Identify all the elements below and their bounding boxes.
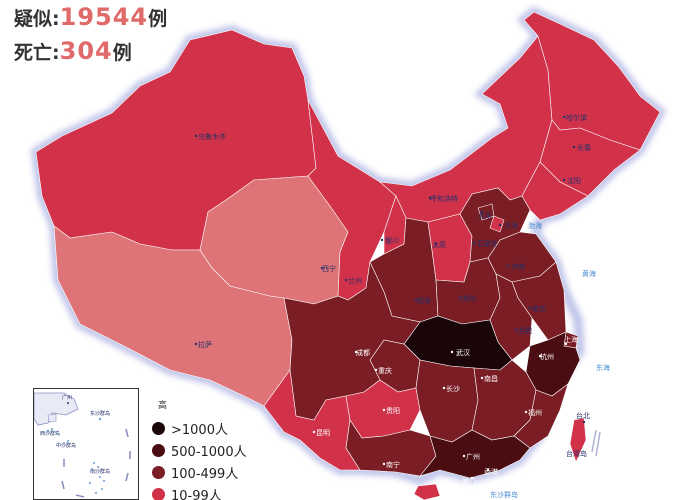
city-label-xining: 西宁	[322, 264, 336, 273]
region-guangdong[interactable]	[419, 429, 531, 479]
legend-swatch	[152, 443, 165, 457]
city-label-nanjing: 南京	[532, 304, 546, 313]
city-label-fuzhou: 福州	[528, 408, 542, 417]
inset-label-guangzhou: 广州	[62, 394, 72, 401]
legend-item-100-499[interactable]: 100-499人	[152, 461, 247, 483]
city-labels: 乌鲁木齐 哈尔滨 长春 沈阳 呼和浩特 北京 天津 石家庄 银川 太原 济南 西…	[194, 113, 591, 486]
inset-map: 广州 西沙群岛 东沙群岛 中沙群岛 南沙群岛	[34, 392, 131, 498]
legend-item-over-1000[interactable]: >1000人	[152, 417, 247, 439]
legend-label: >1000人	[171, 422, 228, 438]
inset-islands	[46, 417, 105, 494]
inset-coast	[34, 392, 79, 426]
city-label-kunming: 昆明	[316, 429, 330, 437]
sea-label-yellow-sea: 黄海	[582, 269, 596, 278]
death-stat: 死亡:304例	[14, 37, 132, 65]
sea-label-bohai: 渤海	[528, 221, 542, 230]
suspected-count: 19544	[59, 3, 149, 31]
legend-label: 10-99人	[171, 488, 222, 500]
city-label-hongkong: 香港	[484, 467, 498, 476]
inset-label-zhongsha: 中沙群岛	[56, 442, 76, 449]
legend-swatch	[152, 487, 165, 500]
summary-stats: 疑似:19544例 死亡:304例	[14, 0, 167, 68]
city-label-beijing: 北京	[478, 211, 492, 220]
inset-label-xisha: 西沙群岛	[40, 430, 60, 437]
city-label-lhasa: 拉萨	[198, 340, 212, 349]
city-label-changsha: 长沙	[446, 384, 460, 393]
south-china-sea-inset: 广州 西沙群岛 东沙群岛 中沙群岛 南沙群岛	[33, 388, 139, 500]
city-label-guangzhou: 广州	[466, 452, 480, 461]
legend-item-500-1000[interactable]: 500-1000人	[152, 439, 247, 461]
city-label-harbin: 哈尔滨	[566, 113, 587, 122]
city-label-taiyuan: 太原	[432, 240, 446, 249]
suspected-stat: 疑似:19544例	[14, 3, 168, 31]
city-label-lanzhou: 兰州	[348, 276, 362, 285]
city-label-nanning: 南宁	[386, 460, 400, 469]
city-label-shijiazhuang: 石家庄	[477, 239, 498, 248]
city-label-yinchuan: 银川	[385, 236, 399, 245]
inset-label-dongsha: 东沙群岛	[90, 410, 110, 417]
sea-labels: 渤海 黄海 东海 东沙群岛	[490, 221, 610, 499]
sea-label-east-sea: 东海	[596, 363, 610, 372]
city-label-macau: 澳门	[462, 477, 476, 486]
city-label-xian: 西安	[417, 296, 431, 305]
city-label-chengdu: 成都	[356, 348, 370, 357]
inset-hainan	[47, 413, 57, 423]
legend-label: 100-499人	[171, 466, 239, 482]
city-label-shenyang: 沈阳	[567, 176, 581, 185]
region-anhui[interactable]	[489, 273, 533, 361]
legend-label: 500-1000人	[171, 444, 247, 460]
region-hainan[interactable]	[413, 483, 441, 500]
legend-title: 高	[158, 401, 168, 411]
legend-swatch	[152, 421, 165, 435]
city-label-urumqi: 乌鲁木齐	[198, 132, 226, 141]
suspected-unit: 例	[148, 8, 168, 30]
inset-boundary-dashes	[61, 428, 131, 498]
suspected-label: 疑似	[14, 8, 53, 30]
city-label-guiyang: 贵阳	[386, 406, 400, 415]
city-label-nanchang: 南昌	[484, 374, 498, 383]
city-label-changchun: 长春	[577, 143, 591, 152]
city-label-taipei: 台北	[576, 411, 590, 420]
city-label-hangzhou: 杭州	[540, 352, 554, 361]
island-label-taiwan: 台湾岛	[566, 449, 587, 458]
legend-swatch	[152, 465, 165, 479]
legend-item-10-99[interactable]: 10-99人	[152, 483, 247, 500]
region-liaoning[interactable]	[521, 161, 589, 221]
city-label-jinan: 济南	[511, 262, 525, 271]
city-label-hefei: 合肥	[518, 326, 532, 335]
death-count: 304	[59, 37, 113, 65]
city-label-shanghai: 上海	[564, 335, 578, 344]
death-unit: 例	[112, 42, 132, 64]
city-label-tianjin: 天津	[504, 222, 518, 230]
region-fujian[interactable]	[513, 383, 569, 449]
legend: 高 >1000人 500-1000人 100-499人 10-99人	[152, 398, 247, 500]
sea-label-dongsha: 东沙群岛	[490, 490, 518, 499]
city-label-wuhan: 武汉	[456, 348, 470, 357]
death-label: 死亡	[14, 42, 53, 64]
city-label-chongqing: 重庆	[378, 366, 392, 375]
city-label-zhengzhou: 郑州	[462, 295, 476, 303]
inset-label-nansha: 南沙群岛	[90, 468, 110, 475]
region-taiwan[interactable]	[569, 417, 587, 463]
city-label-hohhot: 呼和浩特	[430, 194, 458, 203]
region-hunan[interactable]	[415, 359, 479, 443]
region-tianjin[interactable]	[489, 215, 505, 233]
coastline-decor	[591, 429, 601, 457]
